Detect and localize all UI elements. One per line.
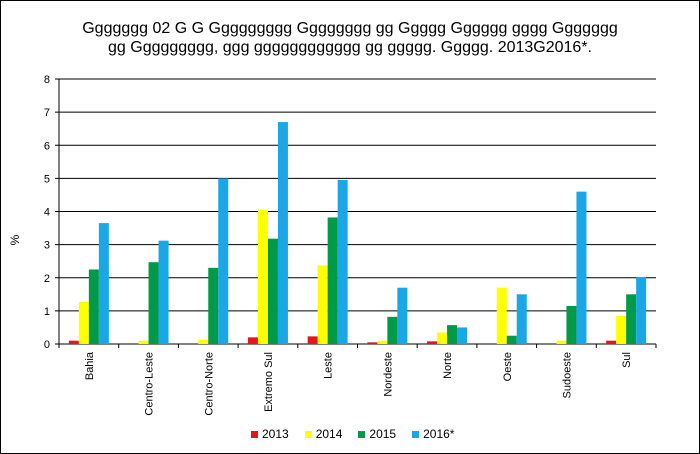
bar: [327, 217, 338, 344]
legend-swatch: [358, 430, 366, 438]
bar: [576, 191, 587, 344]
bar: [437, 332, 448, 344]
bar: [367, 342, 378, 344]
y-tick-label: 8: [44, 74, 50, 86]
bar: [606, 340, 617, 344]
bar: [636, 277, 647, 344]
x-tick-label: Extremo Sul: [263, 352, 275, 412]
legend-item: 2014: [304, 427, 343, 441]
y-tick-label: 3: [44, 240, 50, 252]
bar: [158, 240, 169, 344]
bar: [247, 337, 258, 344]
y-tick-label: 6: [44, 140, 50, 152]
bar: [257, 209, 268, 344]
bar: [148, 262, 159, 344]
bar: [337, 180, 348, 344]
bar: [218, 178, 229, 344]
y-tick-label: 2: [44, 273, 50, 285]
legend-item: 2013: [251, 427, 289, 441]
bar: [377, 340, 388, 344]
legend-label: 2015: [369, 427, 397, 441]
bar: [516, 294, 527, 344]
y-tick-label: 7: [44, 107, 50, 119]
legend-item: 2015: [358, 427, 396, 441]
y-tick-label: 0: [44, 339, 50, 351]
x-tick-label: Centro-Norte: [203, 352, 215, 416]
x-tick-label: Leste: [323, 352, 335, 379]
bar: [427, 341, 438, 344]
legend-label: 2013: [262, 427, 289, 441]
x-tick-label: Bahia: [84, 351, 96, 380]
chart-title: Ggggggg 02 G G Ggggggggg Gggggggg gg Ggg…: [82, 20, 618, 56]
x-tick-label: Sudoeste: [561, 352, 573, 398]
bar: [68, 340, 79, 344]
y-tick-label: 5: [44, 173, 50, 185]
bar: [78, 301, 89, 344]
bar: [208, 267, 219, 344]
bar: [397, 287, 408, 344]
bar: [457, 327, 468, 344]
bar: [506, 335, 517, 344]
bar: [198, 339, 209, 344]
x-tick-label: Centro-Leste: [144, 352, 156, 416]
legend-item: 2016*: [412, 427, 454, 441]
bar: [307, 336, 318, 344]
legend-swatch: [304, 430, 312, 438]
y-tick-label: 1: [44, 306, 50, 318]
bar: [626, 294, 637, 344]
bar: [387, 316, 398, 344]
x-tick-label: Norte: [442, 352, 454, 379]
bar: [277, 122, 288, 344]
bar: [138, 340, 149, 344]
y-tick-label: 4: [44, 207, 50, 219]
bar: [496, 287, 507, 344]
bar: [447, 325, 458, 344]
bar: [88, 269, 99, 344]
bar: [616, 315, 627, 344]
x-tick-label: Sul: [621, 352, 633, 368]
bar: [566, 305, 577, 344]
legend-swatch: [412, 430, 420, 438]
bar: [98, 223, 109, 344]
legend-label: 2014: [315, 427, 343, 441]
bar: [267, 238, 278, 344]
bar: [317, 265, 328, 344]
legend: 2013 2014 2015 2016*: [251, 426, 470, 442]
legend-label: 2016*: [423, 427, 455, 441]
bar: [556, 340, 567, 344]
legend-swatch: [251, 430, 258, 438]
x-tick-label: Oeste: [502, 352, 514, 381]
x-tick-label: Nordeste: [382, 352, 394, 397]
